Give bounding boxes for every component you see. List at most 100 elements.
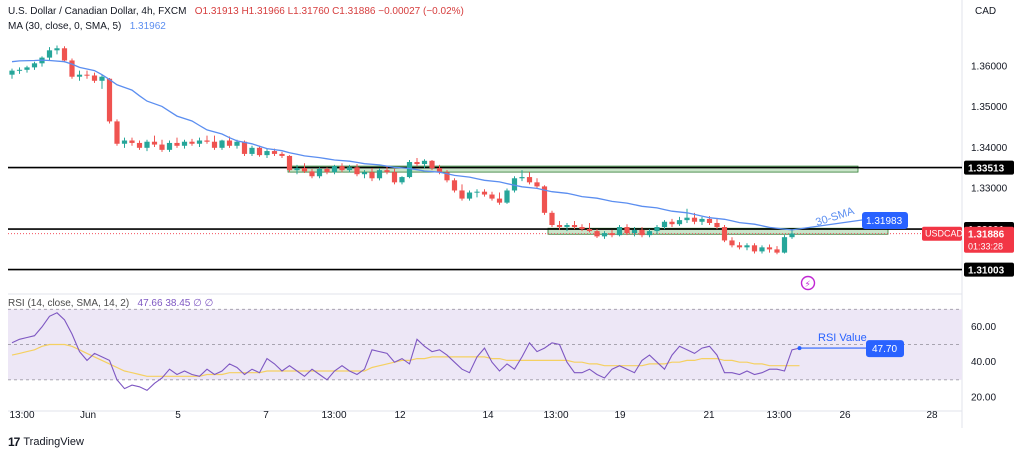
candle-body [421,160,428,165]
candle-body [136,142,143,148]
ma-info: MA (30, close, 0, SMA, 5) 1.31962 [8,21,166,32]
candle-body [121,140,128,144]
currency-label: CAD [975,6,997,17]
candle-body [459,190,465,199]
rsi-info: RSI (14, close, SMA, 14, 2) 47.66 38.45 … [8,298,213,309]
countdown-value: 01:33:28 [968,242,1003,252]
candle-body [519,177,525,179]
candle-body [384,170,390,173]
candle-body [789,233,795,238]
brand-name: TradingView [23,436,84,448]
candle-body [129,140,135,143]
time-tick-label: 26 [839,410,851,421]
candle-body [99,76,105,81]
candle-body [579,227,585,230]
candle-body [624,227,630,234]
candle-body [16,69,23,71]
rsi-tick-label: 60.00 [971,322,996,333]
price-tick-label: 1.35000 [971,102,1008,113]
candle-body [391,172,398,183]
candle-body [166,142,173,150]
candle-body [114,121,120,144]
candle-body [684,217,690,221]
brand: 17 TradingView [8,435,84,449]
ma-label: MA (30, close, 0, SMA, 5) [8,21,122,32]
time-tick-label: 14 [482,410,494,421]
candle-body [729,240,735,246]
candle-body [481,191,488,195]
candle-body [571,225,578,228]
candle-body [511,178,518,191]
symbol-title: U.S. Dollar / Canadian Dollar, 4h, FXCM [8,6,187,17]
rsi-line [11,312,800,392]
candle-body [699,218,705,222]
candle-body [174,142,180,146]
candle-body [241,141,248,154]
candle-body [594,231,600,237]
rsi-tick-label: 20.00 [971,392,996,403]
candle-body [294,168,300,171]
ma30-line [11,59,793,231]
lightning-event-icon [800,275,816,291]
candle-body [406,162,413,178]
rsi-annotation-text: RSI Value [818,332,867,344]
time-tick-label: Jun [80,410,96,421]
candle-body [429,160,435,169]
price-tick-label: 1.34000 [971,143,1008,154]
candle-body [331,166,338,173]
candle-body [631,229,638,234]
sma-annotation-line [791,219,863,231]
candle-body [91,75,98,81]
time-tick-label: 12 [394,410,406,421]
symbol-badge-text: USDCAD [925,229,964,239]
candle-body [654,227,660,232]
candle-body [9,70,15,75]
price-tick-label: 1.36000 [971,62,1008,73]
candle-body [451,180,458,191]
candle-body [271,151,278,154]
candle-body [564,225,570,228]
candle-body [279,153,285,156]
rsi-badge [866,340,904,358]
rsi-tick-label: 40.00 [971,357,996,368]
rsi-band [8,309,962,380]
candle-body [61,48,68,61]
candle-body [534,182,540,187]
candle-body [526,177,533,183]
candle-body [361,172,368,175]
lightning-glyph-icon: ⚡ [805,280,811,290]
candle-body [586,229,593,232]
symbol-badge [922,226,962,241]
candle-body [706,218,713,223]
candle-body [339,166,345,171]
candle-body [54,48,60,51]
candle-body [556,225,563,228]
price-level-label: 1.33513 [968,164,1005,175]
price-level-badge [964,160,1014,175]
candle-body [721,227,728,241]
candle-body [676,220,683,225]
candle-body [196,140,203,144]
time-tick-label: 21 [703,410,715,421]
candle-body [669,221,675,225]
price-tick-label: 1.33000 [971,183,1008,194]
candle-body [84,74,90,76]
current-price-value: 1.31886 [968,230,1005,241]
candle-body [31,63,38,68]
ma-value: 1.31962 [129,21,166,32]
candle-body [76,74,83,77]
time-tick-label: 13:00 [321,410,346,421]
candle-body [541,186,548,213]
candle-body [324,168,330,173]
time-tick-label: 19 [614,410,626,421]
candle-body [496,198,503,203]
time-tick-label: 13:00 [543,410,568,421]
candle-body [204,140,210,142]
time-tick-label: 28 [926,410,938,421]
candle-body [736,245,743,248]
candle-body [774,249,780,253]
candle-body [226,140,233,146]
candle-body [256,147,263,156]
